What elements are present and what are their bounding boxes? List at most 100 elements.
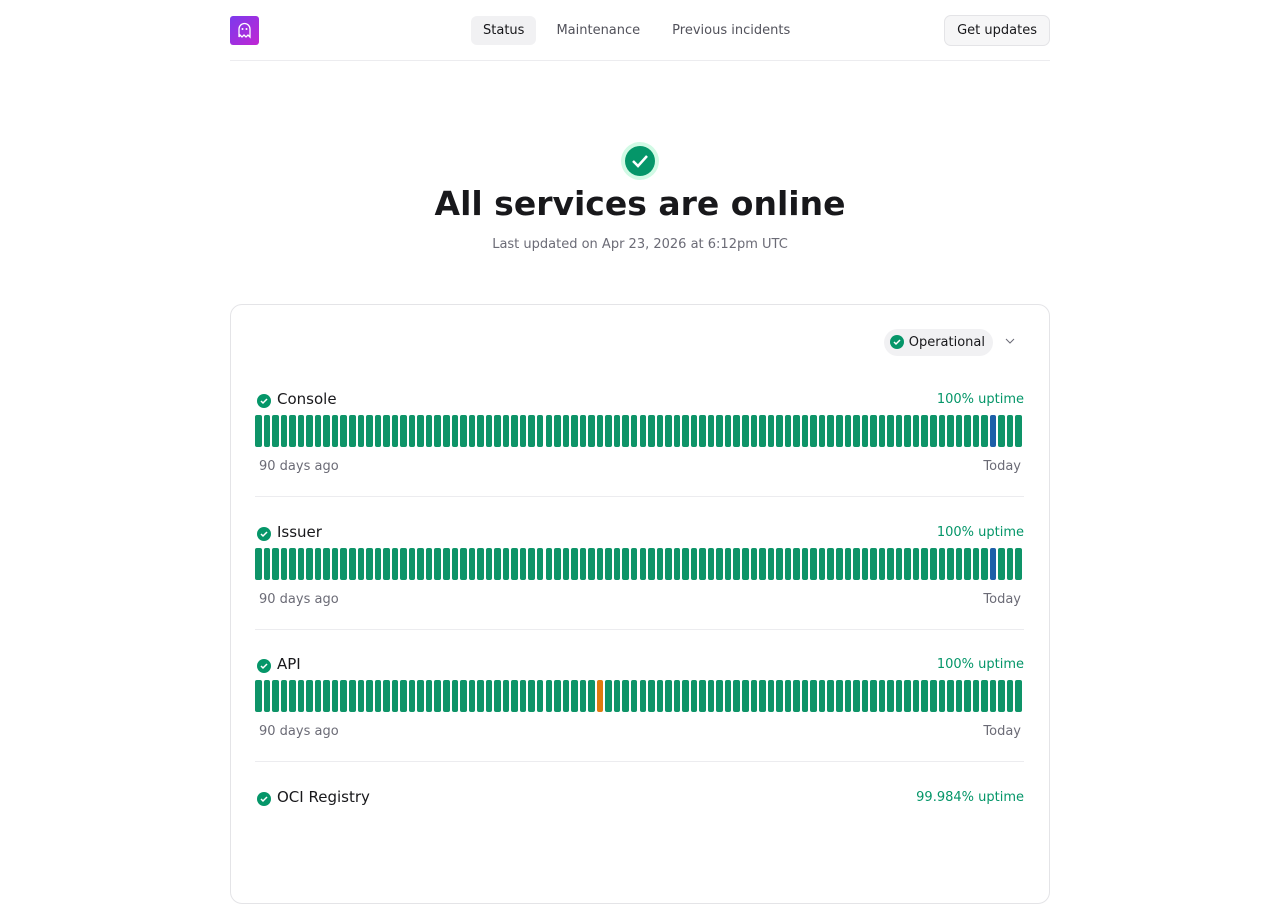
uptime-day[interactable] <box>955 680 963 712</box>
uptime-day[interactable] <box>408 415 416 447</box>
uptime-day[interactable] <box>451 415 459 447</box>
uptime-day[interactable] <box>870 415 877 447</box>
uptime-day[interactable] <box>724 415 732 447</box>
uptime-day[interactable] <box>485 415 493 447</box>
uptime-day[interactable] <box>314 547 322 580</box>
uptime-day[interactable] <box>904 680 911 712</box>
uptime-day[interactable] <box>579 547 587 580</box>
uptime-day[interactable] <box>759 415 766 447</box>
uptime-day[interactable] <box>648 547 655 580</box>
uptime-day[interactable] <box>861 680 869 712</box>
uptime-day[interactable] <box>742 547 749 580</box>
uptime-day[interactable] <box>836 547 843 580</box>
nav-link[interactable]: Previous incidents <box>672 23 791 38</box>
uptime-day[interactable] <box>605 680 612 712</box>
uptime-day[interactable] <box>442 547 450 580</box>
uptime-day[interactable] <box>690 415 698 447</box>
uptime-day[interactable] <box>767 680 775 712</box>
uptime-day[interactable] <box>793 415 800 447</box>
chevron[interactable] <box>1005 337 1015 345</box>
uptime-day[interactable] <box>272 680 279 712</box>
uptime-day[interactable] <box>750 680 758 712</box>
uptime-day[interactable] <box>827 547 834 580</box>
uptime-day[interactable] <box>477 547 484 580</box>
uptime-day[interactable] <box>562 547 570 580</box>
uptime-day[interactable] <box>887 680 894 712</box>
uptime-day[interactable] <box>870 547 877 580</box>
uptime-day[interactable] <box>930 680 937 712</box>
uptime-day[interactable] <box>297 415 305 447</box>
uptime-day[interactable] <box>767 415 775 447</box>
uptime-day[interactable] <box>494 547 501 580</box>
uptime-day[interactable] <box>630 415 638 447</box>
uptime-day[interactable] <box>1006 415 1014 447</box>
uptime-day[interactable] <box>502 680 510 712</box>
uptime-day[interactable] <box>536 415 544 447</box>
uptime-day[interactable] <box>622 680 629 712</box>
uptime-day[interactable] <box>716 547 723 580</box>
uptime-day[interactable] <box>784 680 792 712</box>
uptime-day[interactable] <box>280 547 288 580</box>
uptime-day[interactable] <box>528 680 535 712</box>
uptime-day[interactable] <box>733 547 741 580</box>
uptime-day[interactable] <box>836 415 843 447</box>
uptime-day[interactable] <box>554 680 561 712</box>
uptime-day[interactable] <box>306 547 313 580</box>
uptime-day[interactable] <box>895 547 903 580</box>
uptime-day[interactable] <box>1006 680 1014 712</box>
uptime-day[interactable] <box>887 547 894 580</box>
uptime-day[interactable] <box>425 680 433 712</box>
uptime-day[interactable] <box>588 680 595 712</box>
uptime-day[interactable] <box>613 547 621 580</box>
uptime-day[interactable] <box>784 415 792 447</box>
uptime-day[interactable] <box>468 547 476 580</box>
uptime-day[interactable] <box>554 415 561 447</box>
uptime-day[interactable] <box>921 680 928 712</box>
uptime-day[interactable] <box>750 415 758 447</box>
uptime-day[interactable] <box>690 547 698 580</box>
uptime-day[interactable] <box>742 680 749 712</box>
uptime-day[interactable] <box>733 680 741 712</box>
uptime-day[interactable] <box>297 547 305 580</box>
uptime-day[interactable] <box>340 547 347 580</box>
nav-link[interactable]: Status <box>471 16 537 45</box>
uptime-day[interactable] <box>383 547 390 580</box>
uptime-day[interactable] <box>810 415 817 447</box>
uptime-day[interactable] <box>1015 680 1022 712</box>
uptime-day[interactable] <box>784 547 792 580</box>
uptime-day[interactable] <box>502 547 510 580</box>
uptime-day[interactable] <box>434 547 441 580</box>
uptime-day[interactable] <box>759 547 766 580</box>
uptime-day[interactable] <box>793 547 800 580</box>
uptime-day[interactable] <box>904 415 911 447</box>
uptime-day[interactable] <box>289 680 296 712</box>
uptime-day[interactable] <box>972 680 980 712</box>
uptime-day[interactable] <box>383 680 390 712</box>
uptime-day[interactable] <box>519 680 527 712</box>
uptime-day[interactable] <box>750 547 758 580</box>
uptime-day[interactable] <box>272 415 279 447</box>
uptime-day[interactable] <box>1015 415 1022 447</box>
uptime-day[interactable] <box>972 415 980 447</box>
uptime-day[interactable] <box>673 680 681 712</box>
uptime-day[interactable] <box>374 415 382 447</box>
uptime-day[interactable] <box>622 547 629 580</box>
uptime-day[interactable] <box>297 680 305 712</box>
uptime-day[interactable] <box>306 680 313 712</box>
uptime-day[interactable] <box>827 415 834 447</box>
uptime-day[interactable] <box>255 415 262 447</box>
uptime-day[interactable] <box>878 415 886 447</box>
uptime-day[interactable] <box>630 547 638 580</box>
uptime-day[interactable] <box>366 547 373 580</box>
uptime-day[interactable] <box>596 680 604 712</box>
uptime-day[interactable] <box>263 547 271 580</box>
uptime-day[interactable] <box>571 680 578 712</box>
uptime-day[interactable] <box>348 547 356 580</box>
uptime-day[interactable] <box>716 680 723 712</box>
uptime-day[interactable] <box>383 415 390 447</box>
uptime-day[interactable] <box>417 680 424 712</box>
uptime-day[interactable] <box>947 547 954 580</box>
uptime-day[interactable] <box>844 680 852 712</box>
uptime-day[interactable] <box>374 680 382 712</box>
uptime-day[interactable] <box>1006 547 1014 580</box>
